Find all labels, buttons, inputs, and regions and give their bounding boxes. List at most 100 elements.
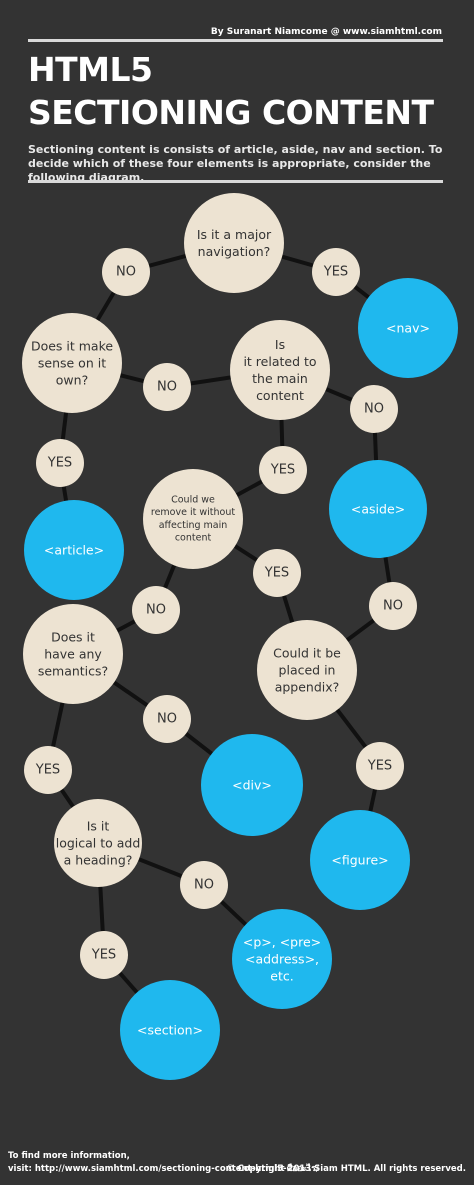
no-label-text: NO <box>157 712 177 727</box>
no-label-text: NO <box>157 380 177 395</box>
no-label-text: NO <box>146 603 166 618</box>
answer-section: <section> <box>120 980 220 1080</box>
yes-label-text: YES <box>270 463 295 478</box>
yes-label-text: YES <box>264 566 289 581</box>
yes-label: YES <box>80 931 128 979</box>
no-label-circle <box>143 363 191 411</box>
question-remove-without: Could we remove it without affecting main c… <box>143 469 243 569</box>
answer-section-text: <section> <box>137 1023 203 1038</box>
question-logical-heading-text: Is it <box>87 819 110 834</box>
answer-article: <article> <box>24 500 124 600</box>
question-remove-without-text: affecting main <box>159 520 228 531</box>
answer-div-circle <box>201 734 303 836</box>
yes-label-circle <box>253 549 301 597</box>
yes-label-circle <box>80 931 128 979</box>
page-title-line2: SECTIONING CONTENT <box>28 93 434 132</box>
answer-div-text: <div> <box>232 778 272 793</box>
question-logical-heading-circle <box>54 799 142 887</box>
question-related-main: Is it related to the main content <box>230 320 330 420</box>
answer-nav-circle <box>358 278 458 378</box>
no-label: NO <box>180 861 228 909</box>
answer-aside: <aside> <box>329 460 427 558</box>
no-label: NO <box>102 248 150 296</box>
yes-label-circle <box>24 746 72 794</box>
question-placed-appendix-text: placed in <box>279 663 336 678</box>
diagram-nodes: Is it a major navigation? Does it make sens… <box>22 193 458 1080</box>
question-logical-heading-text: a heading? <box>64 852 133 867</box>
intro-divider <box>28 180 443 183</box>
answer-div: <div> <box>201 734 303 836</box>
yes-label: YES <box>356 742 404 790</box>
yes-label: YES <box>24 746 72 794</box>
question-major-navigation: Is it a major navigation? <box>184 193 284 293</box>
no-label-circle <box>369 582 417 630</box>
no-label-text: NO <box>194 878 214 893</box>
question-placed-appendix-text: Could it be <box>273 646 341 661</box>
no-label-circle <box>350 385 398 433</box>
answer-p-pre-text: <address>, <box>245 952 319 967</box>
answer-p-pre-text: etc. <box>270 968 293 983</box>
question-related-main-text: Is <box>275 337 285 352</box>
no-label: NO <box>143 695 191 743</box>
question-related-main-text: content <box>256 388 304 403</box>
answer-nav: <nav> <box>358 278 458 378</box>
answer-p-pre: <p>, <pre> <address>,etc. <box>232 909 332 1009</box>
footer-more-info: To find more information, <box>8 1151 130 1161</box>
answer-p-pre-text: <p>, <pre> <box>243 935 321 950</box>
yes-label: YES <box>312 248 360 296</box>
yes-label-text: YES <box>91 948 116 963</box>
answer-article-text: <article> <box>44 543 104 558</box>
question-remove-without-text: content <box>175 533 212 544</box>
question-remove-without-circle <box>143 469 243 569</box>
page-title-line1: HTML5 <box>28 50 153 89</box>
question-major-navigation-text: Is it a major <box>197 227 272 242</box>
question-placed-appendix-circle <box>257 620 357 720</box>
no-label-text: NO <box>383 599 403 614</box>
question-remove-without-text: remove it without <box>151 507 235 518</box>
no-label: NO <box>132 586 180 634</box>
answer-p-pre-circle <box>232 909 332 1009</box>
question-make-sense-own-text: sense on it <box>38 356 106 371</box>
no-label: NO <box>143 363 191 411</box>
answer-nav-text: <nav> <box>386 321 430 336</box>
no-label-text: NO <box>364 402 384 417</box>
yes-label-text: YES <box>47 456 72 471</box>
answer-figure: <figure> <box>310 810 410 910</box>
footer-copyright: © Copyright 2013 Siam HTML. All rights r… <box>226 1164 466 1174</box>
yes-label-text: YES <box>35 763 60 778</box>
question-remove-without-text: Could we <box>171 494 215 505</box>
question-any-semantics-circle <box>23 604 123 704</box>
question-logical-heading-text: logical to add <box>56 836 141 851</box>
no-label-circle <box>132 586 180 634</box>
author-credit: By Suranart Niamcome @ www.siamhtml.com <box>210 27 442 37</box>
question-placed-appendix-text: appendix? <box>275 679 340 694</box>
question-make-sense-own-text: Does it make <box>31 339 113 354</box>
question-major-navigation-text: navigation? <box>198 244 271 259</box>
no-label: NO <box>350 385 398 433</box>
question-related-main-circle <box>230 320 330 420</box>
answer-section-circle <box>120 980 220 1080</box>
yes-label-circle <box>356 742 404 790</box>
question-related-main-text: it related to <box>243 354 316 369</box>
no-label-circle <box>180 861 228 909</box>
no-label-circle <box>143 695 191 743</box>
footer-link[interactable]: visit: http://www.siamhtml.com/sectionin… <box>8 1164 319 1174</box>
yes-label: YES <box>36 439 84 487</box>
yes-label-text: YES <box>367 759 392 774</box>
question-related-main-text: the main <box>252 371 308 386</box>
yes-label-circle <box>36 439 84 487</box>
answer-aside-circle <box>329 460 427 558</box>
answer-figure-text: <figure> <box>331 853 388 868</box>
question-make-sense-own-circle <box>22 313 122 413</box>
no-label-circle <box>102 248 150 296</box>
no-label-text: NO <box>116 265 136 280</box>
no-label: NO <box>369 582 417 630</box>
question-any-semantics-text: have any <box>44 647 102 662</box>
yes-label-circle <box>259 446 307 494</box>
answer-figure-circle <box>310 810 410 910</box>
